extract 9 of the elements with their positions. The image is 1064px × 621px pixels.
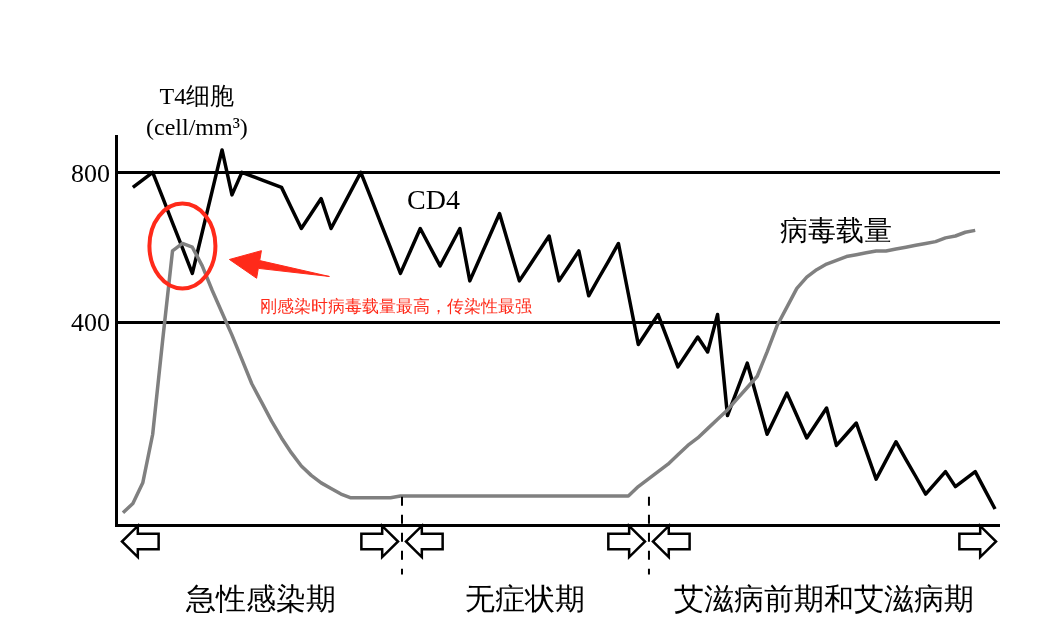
y-tick-label: 800 (71, 158, 111, 188)
y-tick-label: 400 (71, 308, 111, 338)
annotation: 刚感染时病毒载量最高，传染性最强 (260, 296, 532, 316)
text: 无症状期 (465, 582, 585, 615)
series-label: 病毒载量 (780, 215, 892, 246)
text: 艾滋病前期和艾滋病期 (674, 582, 974, 615)
y-axis-title: T4细胞 (cell/mm³) (146, 83, 248, 141)
series-label: CD4 (407, 184, 460, 215)
text: 急性感染期 (185, 582, 336, 615)
